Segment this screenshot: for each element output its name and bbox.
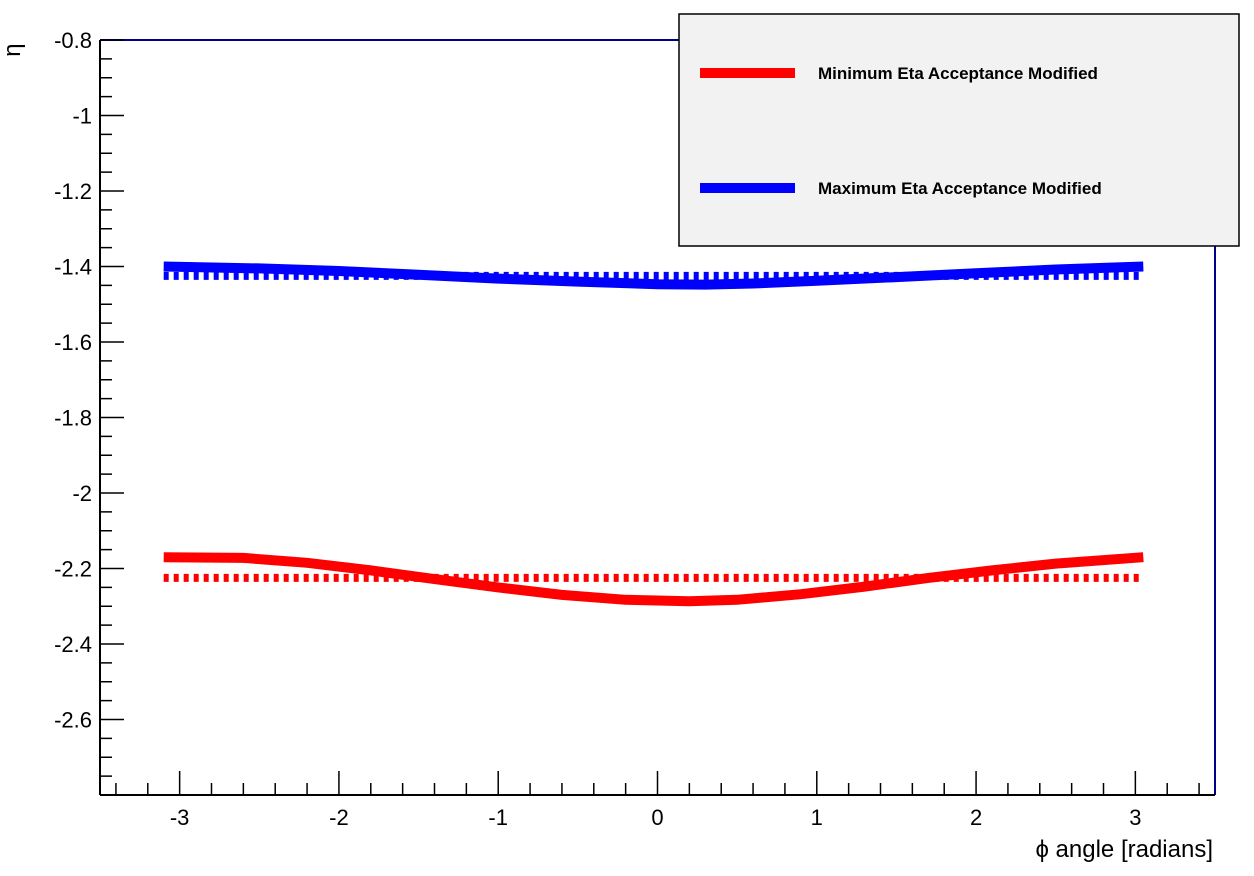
series-line-0-solid [163, 261, 1144, 290]
y-tick-label: -1.8 [54, 406, 92, 431]
x-tick-label: -2 [329, 805, 349, 830]
y-tick-label: -1.2 [54, 179, 92, 204]
series-layer [163, 261, 1144, 607]
series-line-2-solid [163, 552, 1144, 607]
x-tick-label: 1 [811, 805, 823, 830]
y-tick-label: -1.4 [54, 255, 92, 280]
legend-label-minimum: Minimum Eta Acceptance Modified [818, 64, 1098, 83]
y-tick-label: -1.6 [54, 330, 92, 355]
y-tick-label: -1 [72, 104, 92, 129]
x-axis-title: ϕ angle [radians] [1035, 836, 1213, 863]
axis-ticks: -3 -2 -1 0 1 2 3 -0.8 -1 -1.2 -1.4 -1.6 -1.8 -2 -2.2 -2… [54, 28, 1200, 830]
y-tick-label: -2 [72, 481, 92, 506]
x-tick-label: 2 [970, 805, 982, 830]
y-tick-label: -0.8 [54, 28, 92, 53]
y-tick-label: -2.2 [54, 557, 92, 582]
y-tick-label: -2.6 [54, 708, 92, 733]
y-tick-label: -2.4 [54, 632, 92, 657]
legend-label-maximum: Maximum Eta Acceptance Modified [818, 179, 1102, 198]
legend-box [678, 13, 1240, 247]
y-axis-title: η [0, 43, 26, 56]
x-tick-label: 3 [1129, 805, 1141, 830]
x-tick-label: 0 [651, 805, 663, 830]
x-tick-label: -1 [488, 805, 508, 830]
x-tick-label: -3 [170, 805, 190, 830]
legend: Minimum Eta Acceptance Modified Maximum … [678, 13, 1240, 247]
